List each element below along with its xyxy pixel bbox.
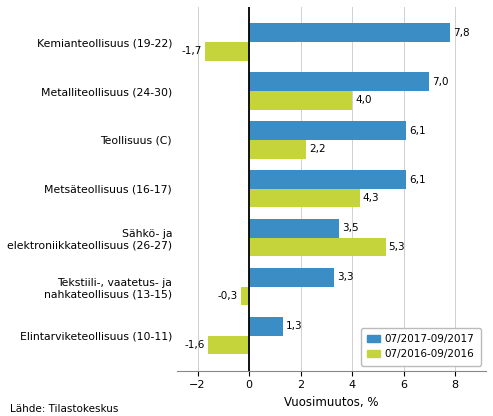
Text: 4,0: 4,0 [355, 95, 372, 105]
Text: 5,3: 5,3 [388, 242, 405, 252]
Bar [249, 140, 306, 158]
Bar [242, 287, 249, 305]
Text: 2,2: 2,2 [309, 144, 325, 154]
Text: -0,3: -0,3 [218, 291, 238, 301]
Text: -1,6: -1,6 [184, 340, 205, 350]
Bar [249, 219, 339, 238]
X-axis label: Vuosimuutos, %: Vuosimuutos, % [284, 396, 379, 409]
Bar [249, 23, 450, 42]
Bar [249, 72, 429, 91]
Text: 6,1: 6,1 [409, 126, 426, 136]
Bar [249, 238, 386, 256]
Text: 7,0: 7,0 [432, 77, 449, 87]
Text: 3,5: 3,5 [342, 223, 359, 233]
Text: -1,7: -1,7 [182, 46, 202, 57]
Text: 1,3: 1,3 [285, 321, 302, 332]
Bar [249, 91, 352, 109]
Legend: 07/2017-09/2017, 07/2016-09/2016: 07/2017-09/2017, 07/2016-09/2016 [361, 328, 481, 366]
Bar [249, 268, 334, 287]
Text: 6,1: 6,1 [409, 175, 426, 185]
Text: Lähde: Tilastokeskus: Lähde: Tilastokeskus [10, 404, 118, 414]
Bar [249, 121, 406, 140]
Bar [208, 336, 249, 354]
Text: 3,3: 3,3 [337, 272, 354, 282]
Bar [205, 42, 249, 61]
Bar [249, 317, 282, 336]
Text: 7,8: 7,8 [453, 28, 470, 38]
Text: 4,3: 4,3 [363, 193, 380, 203]
Bar [249, 189, 360, 208]
Bar [249, 170, 406, 189]
